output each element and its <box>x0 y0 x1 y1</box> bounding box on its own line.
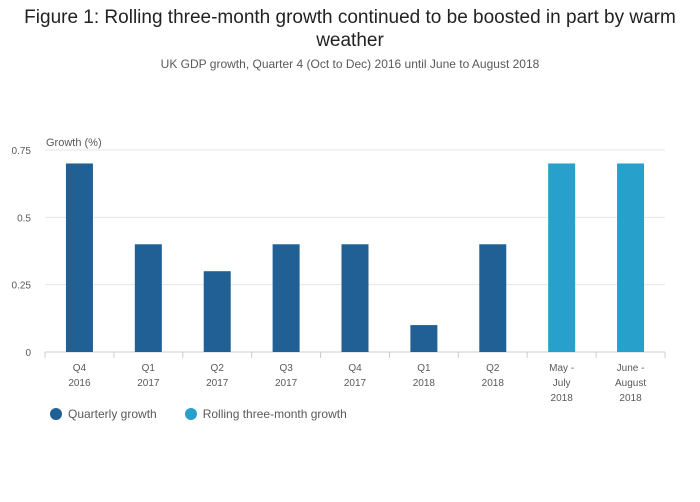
x-tick-label: May -July 2018 <box>549 363 574 404</box>
chart-title: Figure 1: Rolling three-month growth con… <box>24 7 676 51</box>
legend-swatch-rolling <box>184 408 197 420</box>
x-tick-label: Q2 2018 <box>482 363 505 389</box>
bar <box>65 163 93 352</box>
bar <box>341 244 369 352</box>
bar <box>617 163 645 352</box>
y-tick-label: 0 <box>25 348 31 359</box>
x-tick-label: Q4 2016 <box>68 363 91 389</box>
chart-subtitle: UK GDP growth, Quarter 4 (Oct to Dec) 20… <box>160 57 540 71</box>
bar <box>479 244 507 352</box>
x-axis: Q4 2016 Q1 2017 Q2 2017 Q3 2017 Q4 2017 Q1 2018 Q2 20… <box>44 352 666 404</box>
x-tick-label: Q3 2017 <box>275 363 298 389</box>
y-axis: 0 0.25 0.5 0.75 <box>12 146 32 359</box>
bar <box>410 325 438 352</box>
bar <box>548 163 576 352</box>
legend: Quarterly growth Rolling three-month gro… <box>50 407 347 421</box>
legend-item-quarterly[interactable]: Quarterly growth <box>50 407 157 421</box>
y-tick-label: 0.25 <box>12 281 32 292</box>
bar <box>272 244 300 352</box>
x-tick-label: Q2 2017 <box>206 363 229 389</box>
x-tick-label: Q1 2018 <box>413 363 436 389</box>
y-tick-label: 0.5 <box>17 213 31 224</box>
bars <box>65 163 645 352</box>
legend-swatch-quarterly <box>50 408 62 420</box>
y-axis-label: Growth (%) <box>46 137 102 149</box>
x-tick-label: June -August 2018 <box>615 363 646 404</box>
legend-label-rolling: Rolling three-month growth <box>202 407 347 421</box>
bar <box>134 244 162 352</box>
legend-item-rolling[interactable]: Rolling three-month growth <box>184 407 347 421</box>
bar <box>203 271 231 352</box>
x-tick-label: Q1 2017 <box>137 363 160 389</box>
y-tick-label: 0.75 <box>12 146 32 157</box>
x-tick-label: Q4 2017 <box>344 363 367 389</box>
legend-label-quarterly: Quarterly growth <box>68 407 157 421</box>
